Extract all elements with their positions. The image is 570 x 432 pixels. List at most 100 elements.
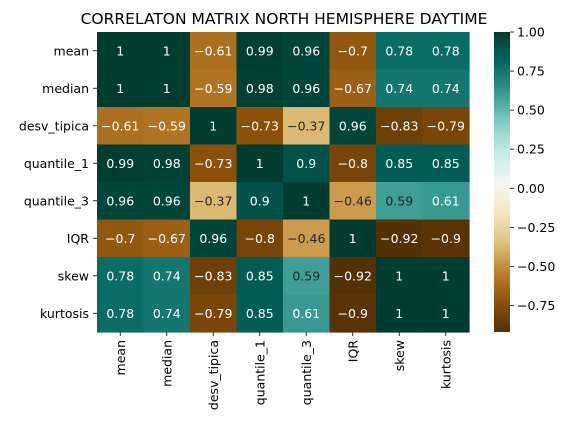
- y-tick-label: kurtosis: [40, 306, 89, 321]
- cell-value-label: −0.92: [334, 268, 372, 283]
- heatmap-cell: [329, 219, 377, 258]
- heatmap-cell: [97, 257, 145, 296]
- cell-value-label: −0.61: [101, 118, 139, 133]
- heatmap-cell: [190, 107, 238, 146]
- heatmap-cell: [283, 182, 331, 221]
- heatmap-cell: [97, 219, 145, 258]
- heatmap-cell: [422, 294, 470, 333]
- heatmap-cell: [422, 107, 470, 146]
- colorbar-tick-label: 0.75: [517, 64, 545, 79]
- colorbar-tick-label: −0.25: [517, 220, 555, 235]
- cell-value-label: 1: [395, 306, 403, 321]
- cell-value-label: 1: [256, 156, 264, 171]
- heatmap-cell: [236, 144, 284, 183]
- colorbar-tick-label: 1.00: [517, 25, 545, 40]
- colorbar-tick-label: −0.75: [517, 298, 555, 313]
- cell-value-label: 0.98: [246, 81, 274, 96]
- cell-value-label: 0.96: [292, 81, 320, 96]
- cell-value-label: −0.67: [334, 81, 372, 96]
- heatmap-cell: [329, 107, 377, 146]
- cell-value-label: −0.8: [338, 156, 368, 171]
- heatmap-cell: [190, 219, 238, 258]
- cell-value-label: 1: [209, 118, 217, 133]
- heatmap-cell: [236, 69, 284, 108]
- y-tick-label: skew: [58, 268, 89, 283]
- y-tick-labels: mean median desv_tipica quantile_1 quantile_…: [19, 43, 97, 321]
- x-tick-label: quantile_1: [252, 340, 267, 405]
- heatmap-cell: [190, 144, 238, 183]
- heatmap-cell: [283, 32, 331, 71]
- heatmap-cell: [329, 69, 377, 108]
- y-tick-label: quantile_1: [24, 156, 89, 171]
- heatmap-cell: [97, 69, 145, 108]
- heatmap-cell: [190, 257, 238, 296]
- heatmap-cell: [97, 32, 145, 71]
- heatmap-cell: [376, 219, 424, 258]
- heatmap-cell: [376, 32, 424, 71]
- cell-value-label: 0.59: [292, 268, 320, 283]
- colorbar-tick-label: 0.25: [517, 142, 545, 157]
- cell-value-label: 0.59: [385, 193, 413, 208]
- y-tick-label: quantile_3: [24, 193, 89, 208]
- heatmap-cell: [97, 144, 145, 183]
- cell-value-label: 0.9: [296, 156, 316, 171]
- cell-value-label: 0.85: [246, 268, 274, 283]
- heatmap-cell: [97, 182, 145, 221]
- heatmap-cell: [236, 257, 284, 296]
- heatmap-cell: [329, 257, 377, 296]
- x-tick-label: desv_tipica: [206, 340, 221, 410]
- colorbar-tick-label: 0.00: [517, 181, 545, 196]
- colorbar: 1.00 0.75 0.50 0.25 0.00 −0.25 −0.50 −0.75: [494, 25, 555, 332]
- y-tick-label: mean: [54, 43, 89, 58]
- heatmap-cell: [236, 32, 284, 71]
- heatmap-cell: [329, 182, 377, 221]
- cell-value-label: 0.74: [432, 81, 460, 96]
- cell-value-label: −0.46: [334, 193, 372, 208]
- heatmap-cell: [143, 182, 191, 221]
- cell-value-label: 1: [163, 43, 171, 58]
- cell-value-label: 0.98: [153, 156, 181, 171]
- heatmap-cell: [143, 69, 191, 108]
- chart-title: CORRELATON MATRIX NORTH HEMISPHERE DAYTI…: [81, 10, 488, 28]
- cell-value-label: 0.61: [292, 306, 320, 321]
- heatmap-cell: [329, 144, 377, 183]
- heatmap-cell: [283, 257, 331, 296]
- heatmap-cell: [283, 69, 331, 108]
- colorbar-gradient: [494, 32, 510, 332]
- heatmap-cell: [283, 144, 331, 183]
- heatmap-cell: [422, 144, 470, 183]
- cell-value-label: −0.59: [194, 81, 232, 96]
- cell-value-label: −0.67: [148, 231, 186, 246]
- cell-value-label: −0.8: [245, 231, 275, 246]
- cell-value-label: 0.74: [153, 268, 181, 283]
- cell-value-label: 0.96: [339, 118, 367, 133]
- heatmap-cells: [97, 32, 470, 333]
- cell-value-label: −0.46: [287, 231, 325, 246]
- y-tick-label: IQR: [67, 231, 90, 246]
- cell-value-label: 0.96: [292, 43, 320, 58]
- heatmap-cell: [376, 294, 424, 333]
- cell-value-label: 0.96: [153, 193, 181, 208]
- cell-value-label: 1: [395, 268, 403, 283]
- heatmap-cell: [236, 219, 284, 258]
- heatmap-cell: [422, 69, 470, 108]
- heatmap-cell: [143, 294, 191, 333]
- colorbar-tick-label: 0.50: [517, 103, 545, 118]
- x-tick-label: kurtosis: [438, 340, 453, 389]
- cell-value-label: −0.9: [431, 231, 461, 246]
- heatmap-cell: [143, 107, 191, 146]
- cell-value-label: 0.9: [250, 193, 270, 208]
- cell-value-label: 0.78: [106, 268, 134, 283]
- heatmap-cell: [190, 69, 238, 108]
- heatmap-cell: [283, 219, 331, 258]
- heatmap-cell: [422, 257, 470, 296]
- cell-value-label: −0.37: [194, 193, 232, 208]
- heatmap-cell: [143, 32, 191, 71]
- cell-value-label: 0.99: [246, 43, 274, 58]
- y-tick-label: median: [42, 81, 89, 96]
- cell-value-label: 0.74: [385, 81, 413, 96]
- cell-value-label: 0.61: [432, 193, 460, 208]
- heatmap-cell: [376, 257, 424, 296]
- cell-value-label: −0.37: [287, 118, 325, 133]
